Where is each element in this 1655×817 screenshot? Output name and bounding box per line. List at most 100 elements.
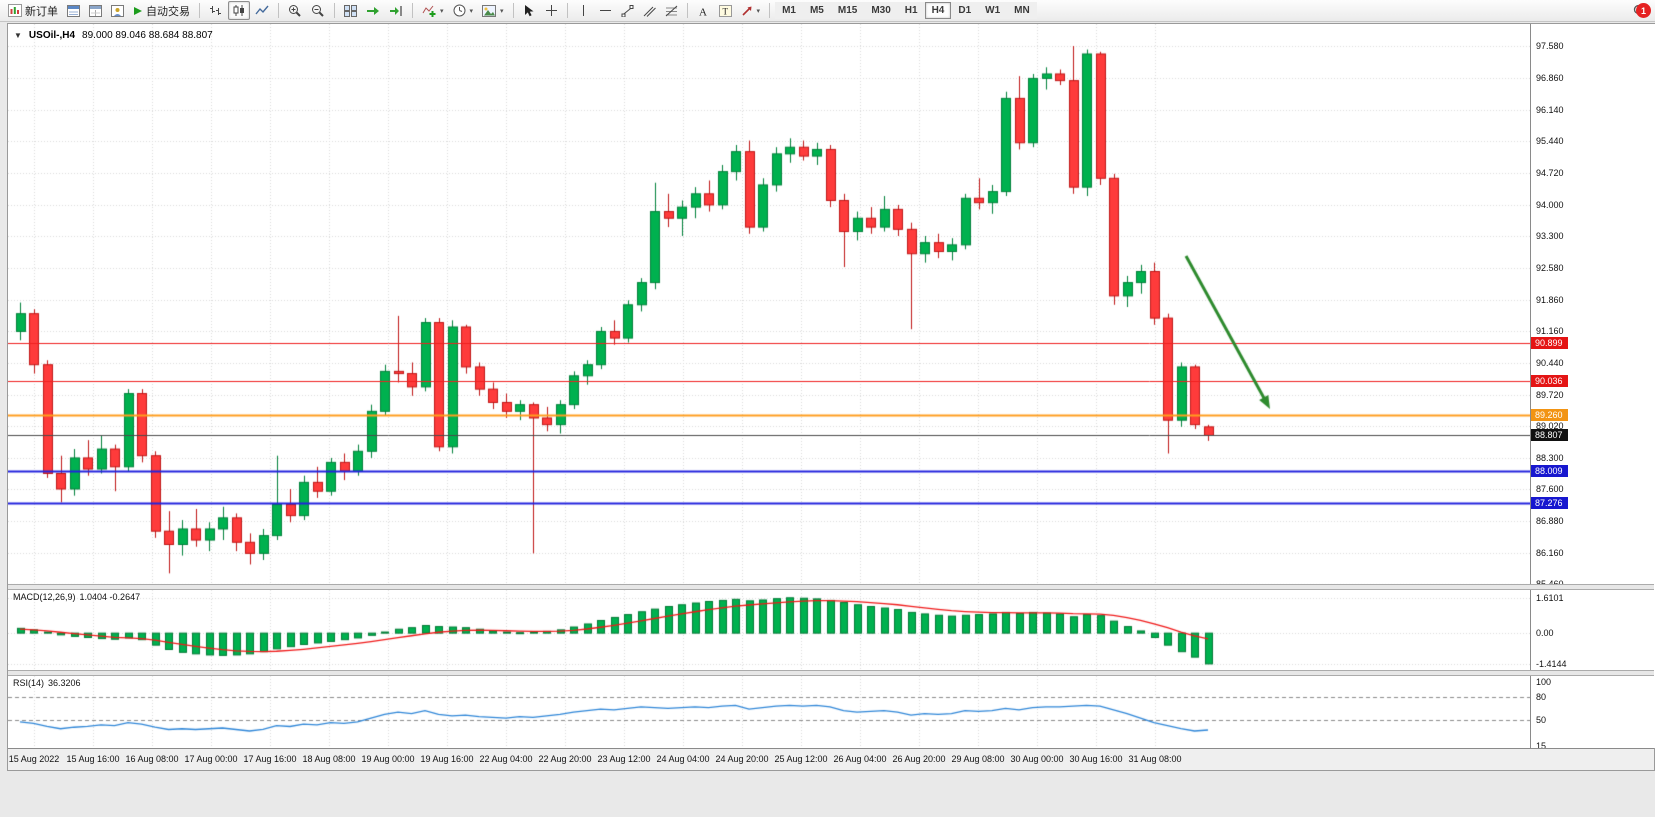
- hline-price-tag: 90.036: [1531, 374, 1568, 387]
- time-axis-label: 17 Aug 16:00: [243, 754, 297, 764]
- market-watch-button[interactable]: [63, 1, 84, 20]
- time-axis-label: 19 Aug 16:00: [420, 754, 474, 764]
- templates-button[interactable]: ▾: [478, 1, 508, 20]
- price-axis-label: 87.600: [1536, 484, 1564, 494]
- rsi-indicator-label: RSI(14) 36.3206: [13, 678, 85, 688]
- time-axis-label: 18 Aug 08:00: [302, 754, 356, 764]
- dropdown-arrow-icon[interactable]: ▾: [500, 7, 504, 15]
- fibonacci-icon: [665, 5, 678, 17]
- time-axis-label: 24 Aug 04:00: [656, 754, 710, 764]
- timeframe-M5[interactable]: M5: [802, 2, 831, 19]
- price-axis-label: 94.720: [1536, 167, 1564, 178]
- rsi-axis-label: 80: [1536, 692, 1547, 703]
- rsi-axis-label: 100: [1536, 677, 1552, 687]
- rsi-pane-separator[interactable]: [8, 670, 1654, 676]
- price-axis-label: 93.300: [1536, 230, 1564, 241]
- text-label-button[interactable]: T: [715, 1, 736, 20]
- price-axis-label: 86.880: [1536, 515, 1564, 526]
- hline-price-tag: 88.009: [1531, 464, 1568, 477]
- time-axis-label: 26 Aug 20:00: [892, 754, 946, 764]
- time-axis-label: 17 Aug 00:00: [184, 754, 238, 764]
- zoom-out-button[interactable]: [307, 1, 329, 20]
- chart-shift-button[interactable]: [385, 1, 407, 20]
- periods-icon: [453, 4, 466, 17]
- horizontal-line-button[interactable]: [595, 1, 616, 20]
- timeframe-MN[interactable]: MN: [1007, 2, 1037, 19]
- hline-price-tag: 90.899: [1531, 336, 1568, 349]
- toolbar-separator: [334, 3, 335, 18]
- periods-button[interactable]: ▾: [449, 1, 478, 20]
- price-axis[interactable]: 97.580 96.860 96.140 95.440 94.720 94.000 93.3…: [1530, 24, 1655, 751]
- time-axis-label: 22 Aug 04:00: [479, 754, 533, 764]
- timeframe-M1[interactable]: M1: [775, 2, 803, 19]
- vertical-line-button[interactable]: [573, 1, 594, 20]
- equidistant-channel-button[interactable]: [639, 1, 660, 20]
- timeframe-M15[interactable]: M15: [830, 2, 865, 19]
- timeframe-H1[interactable]: H1: [897, 2, 925, 19]
- cursor-button[interactable]: [519, 1, 540, 20]
- dropdown-arrow-icon[interactable]: ▾: [469, 7, 474, 15]
- zoom-in-icon: [288, 4, 302, 17]
- time-axis-label: 19 Aug 00:00: [361, 754, 415, 764]
- new-order-button[interactable]: 新订单: [4, 1, 62, 20]
- price-axis-label: 89.020: [1536, 420, 1564, 431]
- rsi-axis-label: 50: [1536, 714, 1547, 725]
- hline-price-tag: 89.260: [1531, 409, 1568, 422]
- data-window-button[interactable]: [85, 1, 106, 20]
- new-order-icon: [8, 4, 22, 17]
- price-chart-canvas[interactable]: [8, 24, 1530, 748]
- toolbar-separator: [769, 3, 771, 18]
- auto-scroll-button[interactable]: [362, 1, 384, 20]
- toolbar-separator: [686, 3, 688, 18]
- data-window-icon: [89, 4, 102, 17]
- crosshair-icon: [545, 4, 558, 17]
- time-axis-label: 23 Aug 12:00: [597, 754, 651, 764]
- timeframe-D1[interactable]: D1: [951, 2, 979, 19]
- notification-badge[interactable]: 1: [1636, 3, 1651, 18]
- zoom-in-button[interactable]: [284, 1, 306, 20]
- macd-axis-label: 0.00: [1536, 628, 1554, 639]
- time-axis-label: 16 Aug 08:00: [125, 754, 179, 764]
- price-axis-label: 95.440: [1536, 135, 1564, 146]
- vertical-line-icon: [578, 4, 589, 17]
- tile-windows-button[interactable]: [340, 1, 361, 20]
- crosshair-button[interactable]: [541, 1, 562, 20]
- macd-pane-separator[interactable]: [8, 584, 1654, 590]
- toolbar-separator: [199, 3, 200, 18]
- one-click-trading-toggle[interactable]: ▼: [14, 31, 22, 40]
- hline-price-tag: 87.276: [1531, 497, 1568, 510]
- price-axis-label: 96.860: [1536, 72, 1564, 83]
- main-toolbar: 新订单 自动交易 ▾ ▾ ▾ A T ▾ M1 M5 M15 M30 H1 H4 D1 W1 MN: [0, 0, 1655, 22]
- equidistant-channel-icon: [643, 5, 656, 17]
- arrows-button[interactable]: ▾: [737, 1, 765, 20]
- price-axis-label: 97.580: [1536, 41, 1564, 51]
- chart-title-bar: ▼ USOil-,H4 89.000 89.046 88.684 88.807: [14, 30, 213, 41]
- auto-trading-button[interactable]: 自动交易: [129, 1, 194, 20]
- macd-axis-label: -1.4144: [1536, 659, 1567, 669]
- line-chart-icon: [255, 4, 269, 17]
- dropdown-arrow-icon[interactable]: ▾: [756, 7, 761, 15]
- ohlc-readout: 89.000 89.046 88.684 88.807: [82, 30, 213, 41]
- timeframe-H4[interactable]: H4: [924, 2, 952, 19]
- time-axis[interactable]: 15 Aug 2022 15 Aug 16:00 16 Aug 08:00 17 Au…: [8, 748, 1654, 770]
- time-axis-label: 22 Aug 20:00: [538, 754, 592, 764]
- hline-price-tag: 88.807: [1531, 429, 1568, 442]
- indicators-add-button[interactable]: ▾: [418, 1, 448, 20]
- fibonacci-button[interactable]: [661, 1, 682, 20]
- price-axis-label: 88.300: [1536, 452, 1564, 463]
- trendline-button[interactable]: [617, 1, 638, 20]
- line-chart-button[interactable]: [251, 1, 273, 20]
- candlestick-chart-button[interactable]: [228, 1, 250, 20]
- price-axis-label: 86.160: [1536, 547, 1564, 558]
- toolbar-separator: [512, 3, 514, 18]
- price-axis-label: 94.000: [1536, 199, 1564, 210]
- time-axis-label: 26 Aug 04:00: [833, 754, 887, 764]
- navigator-button[interactable]: [107, 1, 128, 20]
- bar-chart-button[interactable]: [205, 1, 227, 20]
- text-button[interactable]: A: [693, 1, 714, 20]
- dropdown-arrow-icon[interactable]: ▾: [440, 7, 444, 15]
- timeframe-W1[interactable]: W1: [978, 2, 1008, 19]
- arrows-icon: [741, 5, 753, 17]
- timeframe-M30[interactable]: M30: [864, 2, 898, 19]
